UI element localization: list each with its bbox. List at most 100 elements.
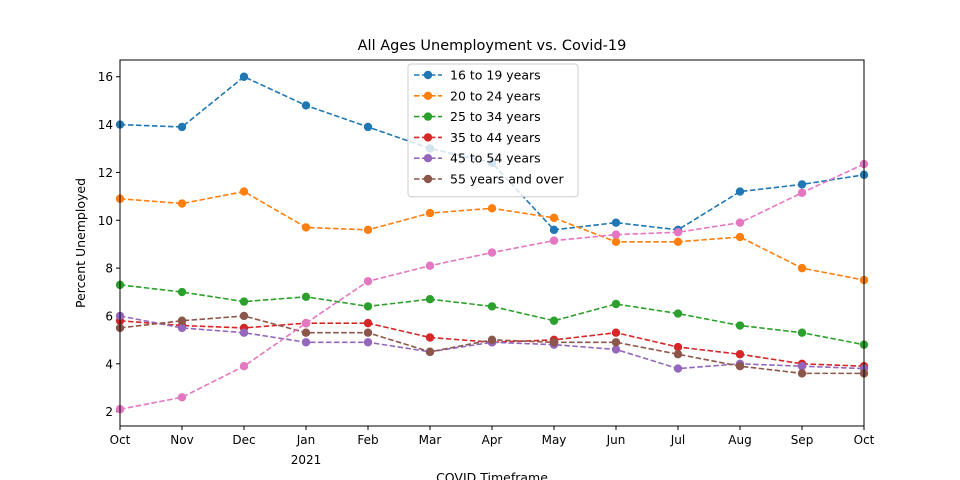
data-point (797, 328, 807, 337)
x-tick-label: Mar (419, 433, 442, 447)
legend-item: 16 to 19 years (414, 68, 541, 83)
x-tick-label: Aug (728, 433, 751, 447)
x-tick-label: Jan (296, 433, 316, 447)
legend-box (407, 63, 579, 198)
data-point (425, 261, 435, 270)
data-point (177, 316, 187, 325)
legend-item: 35 to 44 years (414, 130, 541, 145)
data-point (239, 187, 249, 196)
y-tick-label: 2 (105, 405, 113, 419)
data-point (797, 369, 807, 378)
data-point (239, 328, 249, 337)
data-point (425, 333, 435, 342)
data-point (611, 328, 621, 337)
data-point (301, 328, 311, 337)
series-line (119, 163, 865, 411)
legend-item: 55 years and over (414, 172, 564, 187)
data-point (797, 180, 807, 189)
data-point (673, 364, 683, 373)
legend-label: 55 years and over (450, 172, 564, 187)
x-tick-label: Jun (606, 433, 626, 447)
data-point (611, 345, 621, 354)
x-axis-title: COVID Timeframe (436, 470, 548, 480)
y-tick-label: 16 (98, 70, 113, 84)
data-point (425, 295, 435, 304)
data-point (487, 302, 497, 311)
data-point (611, 299, 621, 309)
data-point (177, 122, 187, 132)
data-point (611, 230, 621, 239)
data-point (487, 248, 497, 257)
data-point (735, 187, 745, 196)
legend-label: 45 to 54 years (450, 151, 541, 166)
legend-item: 45 to 54 years (414, 151, 541, 166)
data-point (177, 287, 187, 297)
data-point (549, 338, 559, 347)
data-point (363, 302, 373, 311)
series-25-to-34-years (115, 280, 869, 349)
y-axis-title: Percent Unemployed (73, 178, 88, 308)
y-tick-label: 8 (105, 262, 113, 276)
legend-label: 16 to 19 years (450, 68, 541, 83)
data-point (177, 199, 187, 208)
data-point (549, 236, 559, 245)
data-point (797, 263, 807, 273)
x-tick-label: May (542, 433, 567, 447)
x-tick-label: Oct (110, 433, 131, 447)
y-tick-label: 4 (105, 357, 113, 371)
legend-label: 35 to 44 years (450, 130, 541, 145)
data-point (735, 218, 745, 227)
x-tick-sublabel: 2021 (291, 453, 322, 467)
data-point (673, 342, 683, 352)
legend: 16 to 19 years 20 to 24 years 25 to 34 yea… (407, 63, 579, 198)
data-point (611, 237, 621, 247)
x-tick-label: Feb (357, 433, 378, 447)
data-point (301, 318, 311, 328)
legend-marker (423, 70, 433, 80)
data-point (239, 311, 249, 321)
data-point (177, 323, 187, 333)
data-point (673, 228, 683, 237)
data-point (797, 361, 807, 371)
data-point (301, 338, 311, 347)
data-point (487, 204, 497, 213)
data-point (487, 335, 497, 345)
x-tick-label: Nov (170, 433, 193, 447)
data-point (363, 328, 373, 337)
data-point (549, 316, 559, 325)
legend-item: 25 to 34 years (414, 109, 541, 124)
legend-marker (423, 174, 433, 184)
legend-marker (423, 154, 433, 163)
x-tick-label: Jul (670, 433, 685, 447)
data-point (301, 223, 311, 232)
plot-frame (119, 59, 865, 427)
data-point (301, 292, 311, 302)
data-point (363, 338, 373, 347)
series-unlabeled-6 (115, 159, 869, 414)
data-point (797, 188, 807, 197)
y-tick-label: 6 (105, 309, 113, 323)
data-point (611, 338, 621, 347)
x-tick-label: Oct (854, 433, 875, 447)
chart-title: All Ages Unemployment vs. Covid-19 (358, 38, 627, 54)
data-point (673, 350, 683, 359)
data-point (735, 350, 745, 359)
series-group (115, 72, 869, 414)
data-point (239, 72, 249, 81)
legend-label: 20 to 24 years (450, 88, 541, 103)
series-20-to-24-years (115, 187, 869, 285)
legend-item: 20 to 24 years (414, 88, 541, 103)
legend-marker (423, 112, 433, 121)
x-tick-label: Sep (791, 433, 814, 447)
legend-label: 25 to 34 years (450, 109, 541, 124)
data-point (363, 122, 373, 132)
y-tick-label: 10 (98, 214, 113, 228)
data-point (301, 101, 311, 110)
x-tick-label: Dec (232, 433, 255, 447)
data-point (673, 309, 683, 318)
data-point (425, 208, 435, 218)
axis-ticks: 2 4 6 8 10 12 14 16 Oct Nov Dec Jan 2021 Feb Mar Apr May… (98, 70, 875, 467)
legend-marker (423, 133, 433, 142)
y-tick-label: 14 (98, 118, 113, 132)
data-point (549, 213, 559, 223)
